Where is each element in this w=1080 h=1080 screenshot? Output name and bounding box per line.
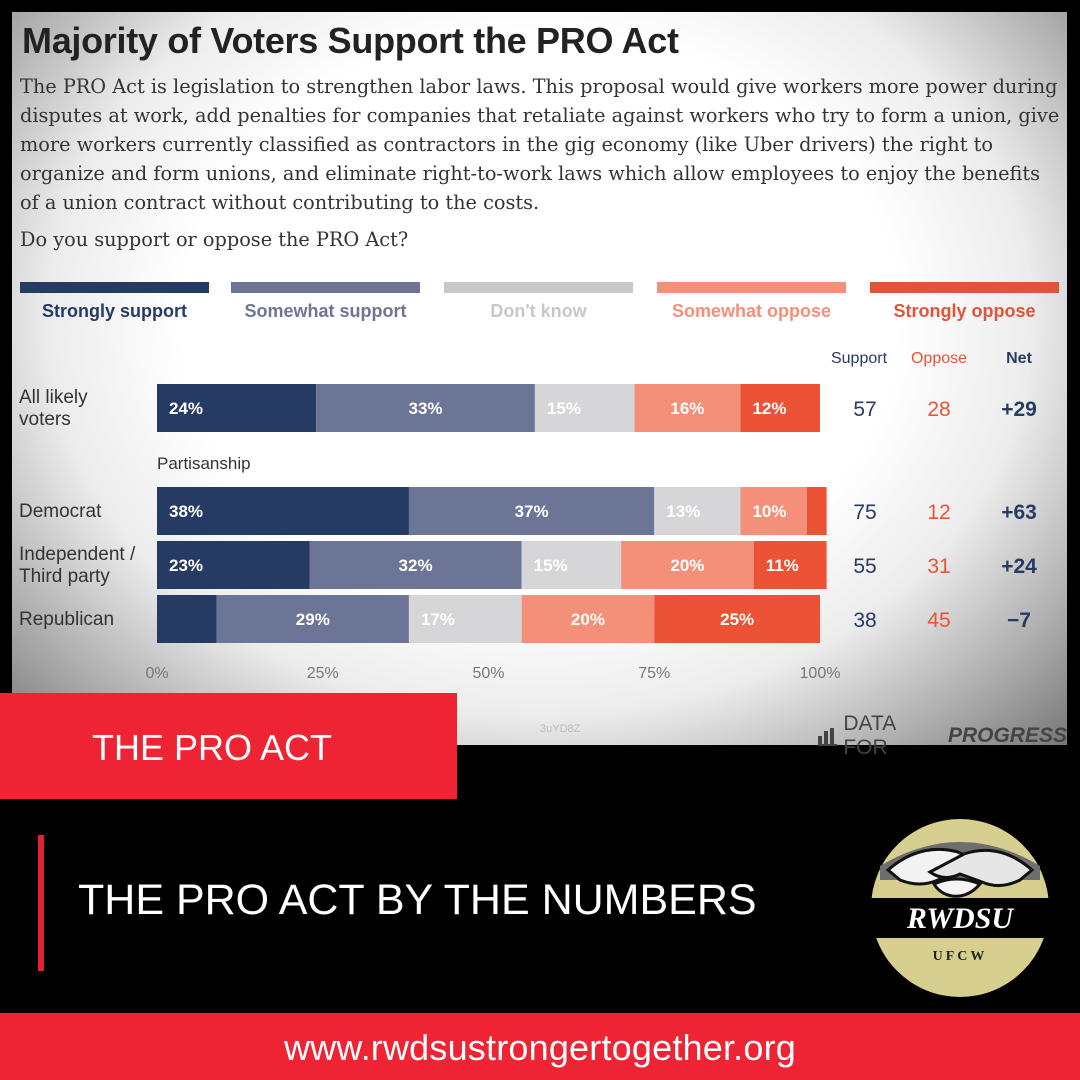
logo-emphasis: PROGRESS bbox=[947, 724, 1067, 747]
bar-segment bbox=[157, 541, 310, 589]
bar-label: 10% bbox=[752, 502, 786, 521]
bar-chart-icon bbox=[818, 726, 838, 746]
category-label: Democrat bbox=[19, 501, 102, 522]
bar-label: 38% bbox=[169, 502, 203, 521]
legend-swatch bbox=[20, 282, 209, 293]
bar-label: 33% bbox=[408, 399, 442, 418]
net-value: +29 bbox=[1001, 398, 1037, 421]
legend-swatch bbox=[870, 282, 1059, 293]
bar-segment bbox=[740, 487, 807, 535]
rwdsu-logo: RWDSU UFCW bbox=[865, 813, 1055, 1003]
bar-label: 17% bbox=[421, 610, 455, 629]
bar-segment bbox=[621, 541, 754, 589]
chart-title: Majority of Voters Support the PRO Act bbox=[22, 20, 679, 61]
chart-card: Majority of Voters Support the PRO Act T… bbox=[12, 12, 1067, 759]
bar-label: 24% bbox=[169, 399, 203, 418]
legend-swatch bbox=[657, 282, 846, 293]
bar-label: 20% bbox=[571, 610, 605, 629]
support-value: 38 bbox=[853, 609, 876, 632]
bar-label: 29% bbox=[296, 610, 330, 629]
category-label: All likely bbox=[19, 387, 88, 408]
bar-segment bbox=[534, 384, 635, 432]
x-tick-label: 50% bbox=[472, 665, 504, 682]
category-label: Republican bbox=[19, 609, 114, 630]
x-tick-label: 0% bbox=[145, 665, 168, 682]
logo-name: RWDSU bbox=[906, 902, 1014, 935]
summary-header: Support bbox=[831, 350, 888, 367]
footer-url[interactable]: www.rwdsustrongertogether.org bbox=[283, 1027, 797, 1068]
logo-band bbox=[866, 898, 1054, 938]
bar-label: 37% bbox=[515, 502, 549, 521]
net-value: −7 bbox=[1007, 609, 1031, 632]
bar-segment bbox=[753, 541, 827, 589]
bar-segment bbox=[157, 487, 409, 535]
accent-line bbox=[38, 835, 44, 971]
bar-segment bbox=[521, 595, 655, 643]
oppose-value: 45 bbox=[927, 609, 950, 632]
support-value: 75 bbox=[853, 501, 876, 524]
oppose-value: 31 bbox=[927, 555, 950, 578]
stacked-bar-chart: Strongly support Somewhat support Don't kn… bbox=[19, 282, 1059, 682]
support-value: 57 bbox=[853, 398, 876, 421]
bar-label: 16% bbox=[670, 399, 704, 418]
bar-label: 25% bbox=[720, 610, 754, 629]
bar-segment bbox=[740, 384, 820, 432]
bar-label: 12% bbox=[752, 399, 786, 418]
bar-segment bbox=[216, 595, 409, 643]
logo-sub: UFCW bbox=[933, 949, 988, 964]
bar-label: 11% bbox=[766, 556, 799, 575]
data-for-progress-logo: DATA FOR PROGRESS bbox=[818, 712, 1067, 760]
watermark: 3uYD8Z bbox=[540, 723, 581, 735]
oppose-value: 12 bbox=[927, 501, 950, 524]
bar-segment bbox=[316, 384, 535, 432]
net-value: +24 bbox=[1001, 555, 1037, 578]
category-label: Independent / bbox=[19, 544, 136, 565]
legend-swatch bbox=[444, 282, 633, 293]
banner-label: THE PRO ACT bbox=[92, 727, 333, 768]
bar-segment bbox=[309, 541, 522, 589]
bar-segment bbox=[654, 595, 820, 643]
legend-label: Don't know bbox=[490, 301, 587, 321]
bar-label: 13% bbox=[666, 502, 700, 521]
bar-segment bbox=[157, 595, 217, 643]
footer-bar: www.rwdsustrongertogether.org bbox=[0, 1013, 1080, 1080]
group-label: Partisanship bbox=[157, 454, 251, 473]
x-tick-label: 75% bbox=[638, 665, 670, 682]
bar-segment bbox=[654, 487, 741, 535]
x-tick-label: 100% bbox=[800, 665, 841, 682]
legend-swatch bbox=[231, 282, 420, 293]
pro-act-banner: THE PRO ACT bbox=[0, 693, 457, 799]
bar-label: 15% bbox=[547, 399, 581, 418]
logo-prefix: DATA FOR bbox=[843, 712, 896, 759]
headline: THE PRO ACT BY THE NUMBERS bbox=[78, 876, 757, 924]
bar-label: 32% bbox=[399, 556, 433, 575]
category-label: Third party bbox=[19, 566, 110, 587]
bar-segment bbox=[806, 487, 827, 535]
bar-label: 23% bbox=[169, 556, 203, 575]
chart-question: Do you support or oppose the PRO Act? bbox=[20, 228, 409, 251]
handshake-icon bbox=[880, 842, 1040, 898]
support-value: 55 bbox=[853, 555, 876, 578]
bar-segment bbox=[521, 541, 622, 589]
legend-label: Strongly support bbox=[42, 301, 187, 321]
chart-description: The PRO Act is legislation to strengthen… bbox=[20, 75, 1060, 214]
x-tick-label: 25% bbox=[307, 665, 339, 682]
category-label: voters bbox=[19, 409, 71, 430]
bar-label: 20% bbox=[670, 556, 704, 575]
bar-segment bbox=[408, 595, 522, 643]
summary-header: Net bbox=[1006, 350, 1032, 367]
net-value: +63 bbox=[1001, 501, 1037, 524]
bar-segment bbox=[157, 384, 317, 432]
bar-label: 15% bbox=[534, 556, 568, 575]
legend-label: Strongly oppose bbox=[893, 301, 1035, 321]
legend-label: Somewhat support bbox=[244, 301, 406, 321]
legend-label: Somewhat oppose bbox=[672, 301, 831, 321]
bar-segment bbox=[408, 487, 655, 535]
bar-segment bbox=[634, 384, 741, 432]
summary-header: Oppose bbox=[911, 350, 967, 367]
oppose-value: 28 bbox=[927, 398, 950, 421]
